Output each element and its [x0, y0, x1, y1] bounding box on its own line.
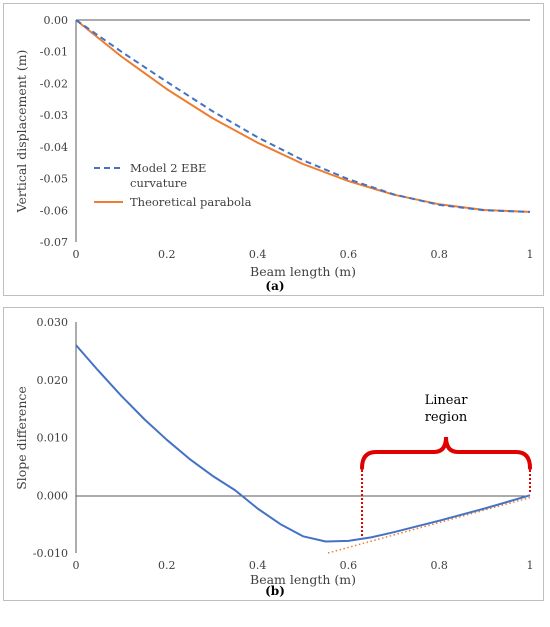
panel-a-y-tick-label: -0.06: [40, 204, 68, 217]
panel-b-series: [75, 344, 531, 554]
panel-a-y-tick-labels: 0.00 -0.01 -0.02 -0.03 -0.04 -0.05 -0.06 -0.07: [40, 14, 68, 249]
panel-b-x-tick-label: 0.8: [430, 559, 448, 572]
panel-b-y-tick-labels: 0.030 0.020 0.010 0.000 -0.010: [33, 316, 68, 560]
panel-b: 0.030 0.020 0.010 0.000 -0.010 0 0.2 0.4 0.6 0.8…: [3, 307, 544, 601]
panel-b-y-tick-label: 0.000: [37, 489, 69, 502]
panel-b-x-tick-label: 0: [73, 559, 80, 572]
legend-label: curvature: [130, 176, 187, 190]
panel-b-y-tick-label: -0.010: [33, 547, 68, 560]
panel-b-x-axis-label: Beam length (m): [250, 572, 356, 587]
panel-b-x-tick-label: 0.6: [340, 559, 358, 572]
panel-a-y-tick-label: -0.02: [40, 77, 68, 90]
model-2-ebe-curvature-line: [75, 19, 531, 213]
panel-b-frame: [3, 307, 544, 601]
panel-b-y-tick-label: 0.030: [37, 316, 69, 329]
panel-b-caption: (b): [265, 584, 285, 598]
panel-a: 0.00-0.01-0.02-0.03-0.04-0.05-0.06-0.07 …: [3, 3, 544, 296]
panel-a-x-tick-label: 1: [527, 248, 534, 261]
linear-region-annotation: Linear region: [360, 393, 532, 537]
panel-b-y-axis-label: Slope difference: [14, 386, 29, 490]
panel-a-caption: (a): [265, 279, 284, 293]
legend-label: Model 2 EBE: [130, 161, 206, 175]
panel-b-x-tick-label: 0.2: [158, 559, 176, 572]
panel-a-y-axis-label: Vertical displacement (m): [14, 50, 29, 214]
panel-a-y-tick-label: -0.05: [40, 173, 68, 186]
legend-label: Theoretical parabola: [130, 195, 252, 209]
panel-b-x-tick-labels: 0 0.2 0.4 0.6 0.8 1: [73, 559, 534, 572]
panel-a-x-tick-label: 0: [73, 248, 80, 261]
slope-difference-line: [75, 344, 531, 543]
panel-a-x-tick-labels: 0 0.2 0.4 0.6 0.8 1: [73, 248, 534, 261]
panel-b-x-tick-label: 0.4: [249, 559, 267, 572]
panel-a-y-tick-label: -0.01: [40, 46, 68, 59]
panel-b-x-tick-label: 1: [527, 559, 534, 572]
linear-region-label: region: [425, 410, 468, 425]
panel-a-x-axis-label: Beam length (m): [250, 264, 356, 279]
panel-a-series: [75, 19, 531, 213]
theoretical-parabola-line: [75, 19, 531, 213]
panel-a-frame: [3, 3, 544, 296]
panel-b-y-tick-label: 0.010: [37, 432, 69, 445]
linear-region-bracket: [360, 436, 532, 470]
panel-a-x-tick-label: 0.4: [249, 248, 267, 261]
panel-a-y-tick-label: 0.00: [44, 14, 69, 27]
panel-a-x-tick-label: 0.2: [158, 248, 176, 261]
panel-b-y-tick-label: 0.020: [37, 374, 69, 387]
panel-a-y-tick-label: -0.07: [40, 236, 68, 249]
linear-region-label: Linear: [425, 393, 469, 408]
panel-a-x-tick-label: 0.6: [340, 248, 358, 261]
panel-a-x-tick-label: 0.8: [430, 248, 448, 261]
linear-fit-line: [327, 496, 531, 554]
panel-a-y-tick-label: -0.04: [40, 141, 68, 154]
panel-a-y-tick-label: -0.03: [40, 109, 68, 122]
